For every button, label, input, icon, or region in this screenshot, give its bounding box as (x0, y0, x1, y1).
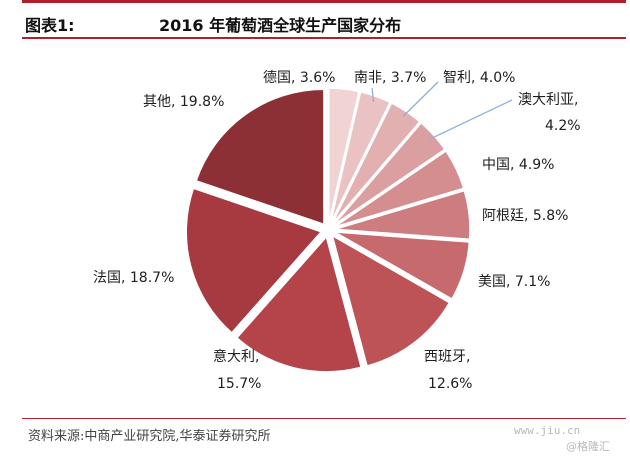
chart-title: 2016 年葡萄酒全球生产国家分布 (159, 16, 402, 35)
slice-label-spain-value: 12.6% (428, 376, 472, 392)
watermark-site: www.jiu.cn (514, 424, 581, 437)
leader-line-south-africa (371, 87, 375, 102)
top-accent-bar (22, 0, 626, 3)
slice-label-australia-value: 4.2% (545, 118, 581, 134)
pie-slice-spain (331, 234, 451, 367)
pie-slice-germany (328, 87, 360, 224)
pie-slice-china (333, 149, 465, 228)
slice-label-italy-name: 意大利, (213, 348, 259, 365)
pie-slice-other (195, 88, 325, 226)
pie-slice-argentina (334, 189, 471, 240)
slice-label-spain-name: 西班牙, (424, 349, 470, 365)
watermark-brand: @格隆汇 (566, 440, 610, 453)
pie-slice-chile (331, 102, 421, 225)
leader-line-chile (402, 81, 439, 117)
pie-slice-australia (332, 121, 446, 226)
figure-number: 图表1: (25, 16, 75, 35)
pie-slice-italy (235, 235, 363, 373)
pie-slice-usa (334, 231, 471, 301)
slice-label-usa: 美国, 7.1% (478, 274, 550, 290)
title-underline (22, 37, 626, 39)
pie-slice-france (185, 187, 323, 334)
chart-header: 图表1: 2016 年葡萄酒全球生产国家分布 (25, 10, 625, 36)
slice-label-argentina: 阿根廷, 5.8% (482, 208, 568, 224)
slice-label-australia-name: 澳大利亚, (518, 92, 578, 108)
slice-label-chile: 智利, 4.0% (443, 70, 515, 86)
slice-labels: 德国, 3.6% 南非, 3.7% 智利, 4.0% 澳大利亚, 4.2% 中国… (93, 70, 581, 392)
slice-label-germany: 德国, 3.6% (263, 70, 335, 86)
pie-slice-south-africa (329, 90, 392, 224)
slice-label-italy-value: 15.7% (217, 376, 261, 392)
slice-label-france: 法国, 18.7% (93, 270, 174, 286)
slice-label-china: 中国, 4.9% (482, 157, 554, 173)
slice-label-other: 其他, 19.8% (143, 94, 224, 110)
slice-label-south-africa: 南非, 3.7% (354, 70, 426, 86)
leader-line-australia (429, 99, 513, 140)
source-note: 资料来源:中商产业研究院,华泰证券研究所 (28, 429, 271, 444)
pie-slices (185, 87, 471, 373)
source-divider (22, 418, 626, 419)
leader-lines (371, 81, 513, 140)
